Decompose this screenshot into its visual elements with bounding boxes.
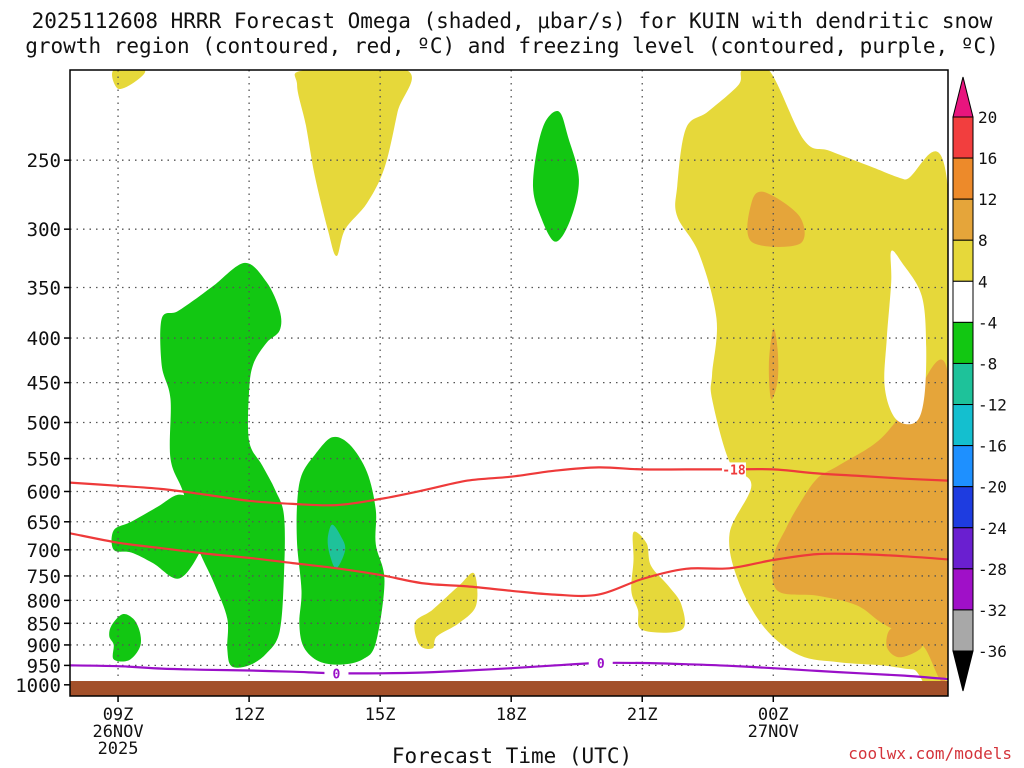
colorbar-over-arrow [952, 76, 974, 118]
omega-region-2 [532, 111, 579, 242]
omega-region-7 [327, 524, 346, 569]
y-tick-label-850: 850 [27, 613, 61, 635]
source-credit: coolwx.com/models [848, 744, 1012, 763]
red-contour-label-bg-1 [721, 462, 746, 477]
omega-region-0 [112, 70, 146, 90]
terrain-block [70, 681, 948, 696]
x-tick-label-15Z: 15Z [365, 705, 396, 725]
red-contour-0 [70, 466, 948, 507]
x-tick-date-09Z: 26NOV [92, 722, 143, 742]
colorbar-band-9 [952, 486, 974, 529]
colorbar-band-3 [952, 239, 974, 282]
x-tick-label-18Z: 18Z [496, 705, 527, 725]
y-tick-label-450: 450 [27, 373, 61, 395]
x-tick-date-00Z: 27NOV [748, 722, 799, 742]
y-tick-label-1000: 1000 [15, 675, 61, 697]
colorbar-band-0 [952, 116, 974, 159]
red-contour-label-1: -18 [722, 463, 746, 478]
colorbar-label-5: -4 [978, 313, 997, 332]
omega-region-11 [747, 191, 805, 247]
y-tick-label-500: 500 [27, 412, 61, 434]
colorbar: 20 16 12 8 4 -4 -8 -12 -16 -20 -24 -28 -32 -36 [952, 76, 1007, 692]
purple-contour-label-bg-1 [588, 656, 613, 671]
colorbar-band-10 [952, 527, 974, 570]
y-tick-label-600: 600 [27, 481, 61, 503]
axes: 2503003504004505005506006507007508008509… [15, 69, 949, 759]
colorbar-band-12 [952, 609, 974, 652]
colorbar-label-1: 16 [978, 149, 997, 168]
x-tick-year-09Z: 2025 [98, 739, 139, 759]
colorbar-label-12: -32 [978, 601, 1007, 620]
colorbar-label-10: -24 [978, 519, 1007, 538]
x-tick-label-12Z: 12Z [234, 705, 265, 725]
y-tick-label-950: 950 [27, 655, 61, 677]
plot-contents: -18 0 0 [70, 70, 948, 696]
chart-title-line-2: growth region (contoured, red, ºC) and f… [25, 34, 999, 58]
colorbar-label-13: -36 [978, 642, 1007, 661]
y-tick-label-900: 900 [27, 635, 61, 657]
y-tick-label-650: 650 [27, 512, 61, 534]
x-tick-label-21Z: 21Z [627, 705, 658, 725]
colorbar-label-2: 12 [978, 190, 997, 209]
purple-contour-label-bg-0 [324, 666, 349, 681]
colorbar-label-11: -28 [978, 560, 1007, 579]
colorbar-band-4 [952, 280, 974, 323]
y-tick-label-250: 250 [27, 150, 61, 172]
red-contour-2 [70, 532, 948, 598]
y-tick-label-800: 800 [27, 590, 61, 612]
colorbar-band-1 [952, 157, 974, 200]
colorbar-label-0: 20 [978, 108, 997, 127]
colorbar-band-8 [952, 445, 974, 488]
y-tick-label-400: 400 [27, 328, 61, 350]
omega-region-1 [294, 70, 412, 256]
omega-region-5 [109, 614, 142, 662]
omega-region-9 [631, 531, 685, 633]
y-tick-label-750: 750 [27, 566, 61, 588]
colorbar-band-2 [952, 198, 974, 241]
colorbar-label-9: -20 [978, 478, 1007, 497]
x-tick-label-09Z: 09Z [103, 705, 134, 725]
colorbar-band-11 [952, 568, 974, 611]
omega-region-14 [886, 627, 923, 658]
colorbar-label-3: 8 [978, 231, 988, 250]
colorbar-band-7 [952, 404, 974, 447]
x-tick-label-00Z: 00Z [758, 705, 789, 725]
omega-region-3 [160, 262, 285, 668]
y-tick-label-300: 300 [27, 219, 61, 241]
y-tick-label-350: 350 [27, 278, 61, 300]
plot-area: -18 0 0 [70, 70, 948, 696]
purple-contour-0 [70, 661, 948, 681]
x-axis-title: Forecast Time (UTC) [391, 744, 633, 768]
y-tick-label-700: 700 [27, 540, 61, 562]
purple-contour-label-1: 0 [597, 657, 605, 672]
colorbar-label-8: -16 [978, 437, 1007, 456]
purple-contour-label-0: 0 [333, 667, 341, 682]
colorbar-under-arrow [952, 650, 974, 692]
colorbar-band-5 [952, 321, 974, 364]
omega-region-13 [772, 359, 948, 683]
omega-region-4 [111, 494, 208, 579]
y-tick-label-550: 550 [27, 449, 61, 471]
colorbar-band-6 [952, 362, 974, 406]
colorbar-label-7: -12 [978, 396, 1007, 415]
omega-region-15 [884, 250, 927, 425]
colorbar-label-6: -8 [978, 354, 997, 373]
colorbar-label-4: 4 [978, 272, 988, 291]
chart-title-line-1: 2025112608 HRRR Forecast Omega (shaded, … [31, 9, 993, 33]
omega-region-8 [414, 572, 478, 650]
